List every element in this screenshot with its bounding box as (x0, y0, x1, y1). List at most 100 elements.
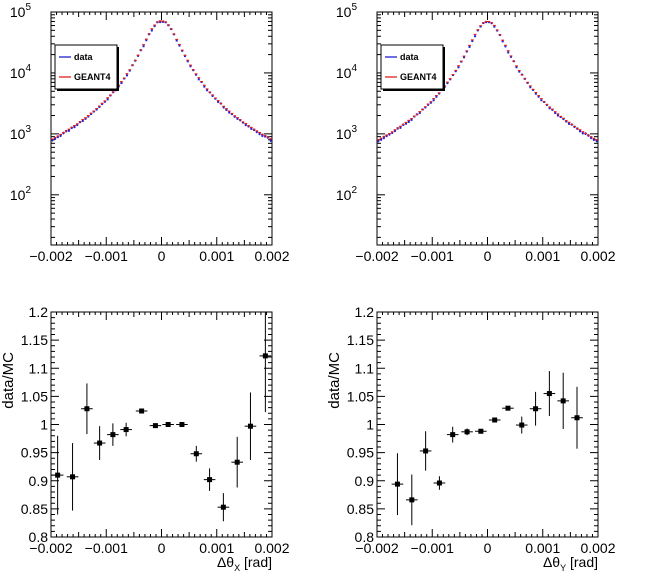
data-point (540, 99, 543, 102)
data-point (515, 66, 518, 69)
y-tick-label: 1.15 (347, 332, 374, 348)
x-tick-label: −0.001 (85, 248, 128, 264)
x-tick-label: −0.002 (355, 248, 398, 264)
data-point (73, 125, 76, 128)
x-tick-label: 0 (158, 248, 166, 264)
data-marker (546, 391, 552, 397)
data-marker (165, 422, 171, 427)
x-tick-label: 0.001 (525, 248, 560, 264)
data-point (579, 130, 582, 133)
data-point (258, 132, 261, 135)
panel-bottom-left: −0.002 −0.001 0 0.001 0.002 0.8 0.85 0.9 0.95 1 1.… (0, 304, 290, 573)
ratio-point (259, 312, 272, 413)
ratio-point (203, 468, 216, 491)
data-marker (409, 497, 415, 503)
y-tick-label: 1 (40, 417, 48, 433)
ratio-point (529, 391, 542, 426)
y-tick-label: 103 (336, 124, 358, 142)
ratio-point (557, 372, 569, 429)
ratio-point (475, 428, 487, 434)
data-point (493, 25, 496, 28)
ratio-point (135, 408, 148, 414)
data-point (125, 74, 128, 77)
y-axis-label: data/MC (326, 352, 343, 409)
data-point (438, 92, 441, 95)
data-point (427, 103, 430, 106)
data-point (548, 107, 551, 110)
data-point (76, 123, 79, 126)
y-tick-label: 0.9 (355, 473, 375, 489)
x-tick-label: −0.002 (29, 540, 72, 556)
data-point (592, 138, 595, 141)
ratio-point (190, 445, 203, 462)
y-tick-label: 1.2 (29, 304, 49, 320)
data-point (211, 94, 214, 97)
y-tick-label: 1.05 (21, 388, 48, 404)
ratio-point (66, 443, 79, 511)
y-axis-label: data/MC (0, 352, 17, 409)
data-point (468, 45, 471, 48)
y-ticks (51, 11, 272, 238)
ratio-point (502, 405, 514, 411)
x-ticks (376, 12, 599, 245)
data-marker (234, 459, 240, 465)
plot-frame (50, 311, 273, 538)
ratio-point (231, 436, 243, 488)
data-marker (110, 432, 116, 438)
y-tick-label: 1.15 (21, 332, 48, 348)
data-marker (519, 422, 525, 428)
ratio-point (515, 416, 528, 434)
ratio-point (51, 435, 64, 515)
data-marker (262, 353, 268, 359)
legend: data GEANT4 (380, 44, 445, 91)
data-point (463, 56, 466, 59)
data-point (217, 100, 220, 103)
data-point (567, 122, 570, 125)
y-tick-label: 0.85 (21, 501, 48, 517)
data-marker (560, 398, 566, 404)
data-marks (51, 312, 272, 522)
y-tick-label: 0.85 (347, 501, 374, 517)
data-point (59, 134, 62, 137)
legend-label: data (74, 52, 94, 62)
ratio-point (446, 426, 459, 443)
data-point (203, 85, 206, 88)
x-tick-label: 0.002 (254, 540, 289, 556)
y-tick-label: 104 (10, 63, 32, 81)
data-point (382, 136, 385, 139)
data-point (565, 120, 568, 123)
data-point (106, 98, 109, 101)
x-tick-label: 0.002 (254, 248, 289, 264)
y-tick-label: 102 (10, 185, 32, 203)
data-point (161, 20, 164, 23)
x-ticks (50, 312, 273, 537)
data-point (590, 136, 593, 139)
data-point (120, 82, 123, 85)
y-tick-label: 104 (336, 63, 358, 81)
data-marker (123, 427, 129, 433)
data-point (446, 82, 449, 85)
y-tick-label: 1.1 (29, 360, 49, 376)
y-tick-label: 1.2 (355, 304, 375, 320)
data-point (206, 89, 209, 92)
data-point (145, 39, 148, 42)
data-point (87, 115, 90, 118)
x-tick-label: −0.002 (355, 540, 398, 556)
y-tick-label: 1 (366, 417, 374, 433)
ratio-point (543, 371, 556, 417)
x-tick-label: −0.001 (85, 540, 128, 556)
x-tick-label: 0.001 (199, 248, 234, 264)
legend-box (54, 44, 118, 90)
y-tick-label: 0.95 (347, 445, 374, 461)
data-point (178, 44, 181, 47)
x-tick-label: 0 (158, 540, 166, 556)
data-point (504, 45, 507, 48)
data-marker (505, 405, 511, 411)
data-point (537, 95, 540, 98)
data-point (471, 40, 474, 43)
data-point (142, 45, 145, 48)
x-tick-label: 0.001 (199, 540, 234, 556)
data-marks (391, 371, 583, 526)
data-point (101, 103, 104, 106)
